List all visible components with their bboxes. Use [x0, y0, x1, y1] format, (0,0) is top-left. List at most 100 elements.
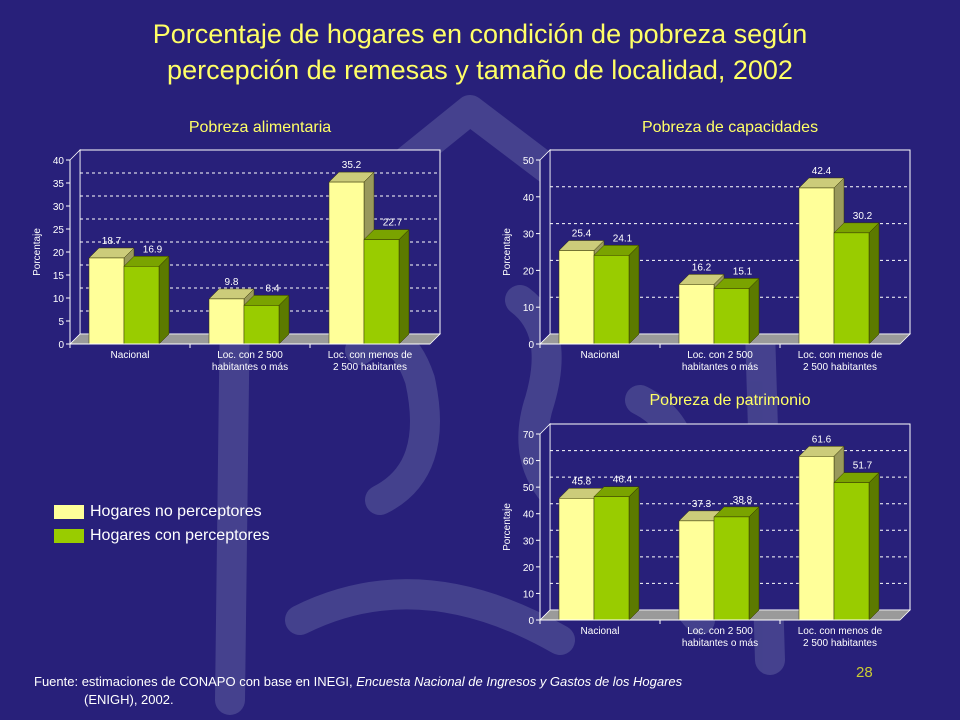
- bar-side: [868, 222, 880, 345]
- y-tick-label: 0: [528, 340, 534, 351]
- legend-item-con-perceptores: Hogares con perceptores: [54, 524, 270, 548]
- bar-side: [748, 506, 760, 621]
- title-line-2: percepción de remesas y tamaño de locali…: [167, 55, 793, 85]
- bar: [713, 516, 750, 621]
- y-tick-label: 5: [58, 317, 64, 328]
- category-label: Loc. con menos de: [328, 350, 413, 361]
- bar: [558, 498, 595, 621]
- data-label: 46.4: [613, 475, 633, 486]
- data-label: 38.8: [733, 495, 753, 506]
- y-tick-label: 0: [528, 616, 534, 627]
- bar: [833, 482, 870, 621]
- category-label: 2 500 habitantes: [803, 638, 877, 649]
- category-label: 2 500 habitantes: [333, 362, 407, 373]
- data-label: 61.6: [812, 434, 832, 445]
- chart-pobreza-patrimonio: 0 10 20 30 40 50 60 70 Porcentaje 45.8 46.4 Naciona…: [502, 423, 911, 649]
- bar-side: [628, 486, 640, 621]
- legend-label-con-perceptores: Hogares con perceptores: [90, 527, 270, 544]
- data-label: 22.7: [383, 218, 403, 229]
- bar: [243, 305, 280, 345]
- source-prefix: Fuente: estimaciones de CONAPO con base …: [34, 674, 357, 689]
- y-tick-label: 20: [523, 266, 535, 277]
- category-label: Nacional: [111, 350, 150, 361]
- category-label: Nacional: [581, 626, 620, 637]
- y-tick-label: 50: [523, 483, 535, 494]
- category-label: Loc. con 2 500: [687, 626, 753, 637]
- bar: [123, 266, 160, 345]
- y-tick-label: 30: [523, 230, 535, 241]
- category-label: habitantes o más: [682, 362, 758, 373]
- title-line-1: Porcentaje de hogares en condición de po…: [152, 19, 808, 49]
- page-number: 28: [856, 664, 873, 681]
- data-label: 18.7: [102, 236, 122, 247]
- source-note: Fuente: estimaciones de CONAPO con base …: [34, 673, 854, 709]
- legend: Hogares no perceptores Hogares con perce…: [54, 500, 270, 548]
- page-title: Porcentaje de hogares en condición de po…: [0, 16, 960, 88]
- source-suffix: (ENIGH), 2002.: [84, 692, 174, 707]
- y-tick-label: 50: [523, 156, 535, 167]
- chart-title-patrimonio: Pobreza de patrimonio: [649, 392, 811, 409]
- plot-left-wall: [539, 149, 551, 345]
- y-tick-label: 15: [53, 271, 65, 282]
- y-tick-label: 0: [58, 340, 64, 351]
- category-label: Loc. con menos de: [798, 626, 883, 637]
- y-tick-label: 20: [53, 248, 65, 259]
- data-label: 9.8: [225, 277, 239, 288]
- category-label: 2 500 habitantes: [803, 362, 877, 373]
- y-tick-label: 35: [53, 179, 65, 190]
- chart-pobreza-capacidades: 0 10 20 30 40 50 Porcentaje 25.4 24.1 Nacional 16.…: [502, 149, 911, 373]
- legend-item-no-perceptores: Hogares no perceptores: [54, 500, 270, 524]
- data-label: 25.4: [572, 229, 592, 240]
- bar-side: [398, 228, 410, 345]
- bar-side: [158, 255, 170, 345]
- y-tick-label: 40: [523, 510, 535, 521]
- data-label: 35.2: [342, 160, 362, 171]
- y-axis-label: Porcentaje: [502, 228, 513, 276]
- y-tick-label: 10: [523, 303, 535, 314]
- category-label: Loc. con menos de: [798, 350, 883, 361]
- data-label: 45.8: [572, 476, 592, 487]
- data-label: 16.2: [692, 262, 712, 273]
- bar: [593, 255, 630, 345]
- y-tick-label: 10: [53, 294, 65, 305]
- category-label: habitantes o más: [682, 638, 758, 649]
- legend-label-no-perceptores: Hogares no perceptores: [90, 503, 262, 520]
- legend-swatch-no-perceptores: [54, 505, 84, 519]
- plot-left-wall: [69, 149, 81, 345]
- data-label: 37.3: [692, 499, 712, 510]
- bar: [558, 250, 595, 345]
- bar-side: [628, 244, 640, 345]
- bar: [363, 239, 400, 345]
- bar: [88, 257, 125, 345]
- data-label: 51.7: [853, 461, 873, 472]
- category-label: Loc. con 2 500: [687, 350, 753, 361]
- legend-swatch-con-perceptores: [54, 529, 84, 543]
- y-tick-label: 40: [523, 193, 535, 204]
- category-label: Loc. con 2 500: [217, 350, 283, 361]
- source-italic: Encuesta Nacional de Ingresos y Gastos d…: [356, 674, 683, 689]
- y-tick-label: 10: [523, 589, 535, 600]
- bar-side: [868, 472, 880, 621]
- y-axis-label: Porcentaje: [502, 503, 513, 551]
- y-tick-label: 20: [523, 563, 535, 574]
- chart-pobreza-alimentaria: 0 5 10 15 20 25 30 35 40 Porcentaje 18.7 16.9 Nacion…: [32, 149, 441, 373]
- data-label: 42.4: [812, 166, 832, 177]
- bar: [328, 181, 365, 345]
- data-label: 24.1: [613, 233, 633, 244]
- category-label: Nacional: [581, 350, 620, 361]
- bar-side: [748, 277, 760, 345]
- bar: [713, 288, 750, 345]
- y-axis-label: Porcentaje: [32, 228, 43, 276]
- chart-title-capacidades: Pobreza de capacidades: [641, 119, 819, 136]
- bar: [593, 496, 630, 621]
- data-label: 16.9: [143, 244, 163, 255]
- y-tick-label: 25: [53, 225, 65, 236]
- y-tick-label: 40: [53, 156, 65, 167]
- y-tick-label: 60: [523, 457, 535, 468]
- y-tick-label: 30: [53, 202, 65, 213]
- category-label: habitantes o más: [212, 362, 288, 373]
- plot-left-wall: [539, 423, 551, 621]
- data-label: 30.2: [853, 211, 873, 222]
- chart-title-alimentaria: Pobreza alimentaria: [188, 119, 332, 136]
- bar: [833, 232, 870, 345]
